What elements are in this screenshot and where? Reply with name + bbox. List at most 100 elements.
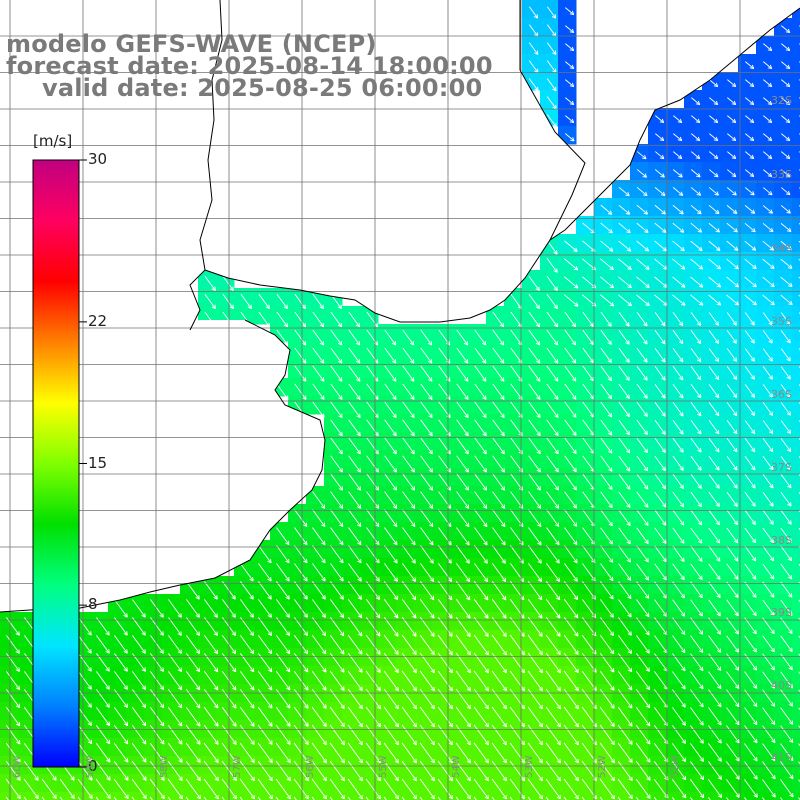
latitude-label: 39S bbox=[771, 606, 792, 619]
longitude-label: 57W bbox=[232, 755, 243, 778]
wind-arrow bbox=[294, 347, 307, 364]
wind-arrow bbox=[312, 365, 325, 382]
wind-arrow bbox=[691, 151, 701, 160]
wind-arrow bbox=[204, 311, 217, 328]
latitude-label: 38S bbox=[771, 534, 792, 547]
wind-arrow bbox=[563, 276, 579, 289]
wind-arrow bbox=[546, 78, 557, 92]
wind-arrow bbox=[726, 384, 738, 398]
wind-arrow bbox=[780, 223, 792, 233]
wind-arrow bbox=[636, 258, 650, 270]
wind-arrow bbox=[384, 329, 397, 346]
wind-cell bbox=[792, 558, 800, 577]
wind-arrow bbox=[672, 258, 686, 270]
wind-arrow bbox=[708, 276, 722, 288]
wind-arrow bbox=[330, 329, 343, 346]
wind-arrow bbox=[258, 311, 271, 328]
wind-arrow bbox=[744, 348, 755, 362]
wind-arrow bbox=[781, 133, 791, 142]
wind-cell bbox=[378, 792, 397, 800]
wind-arrow bbox=[709, 79, 719, 88]
longitude-label: 56W bbox=[305, 755, 316, 778]
wind-arrow bbox=[763, 169, 773, 178]
wind-cell bbox=[324, 792, 343, 800]
wind-arrow bbox=[780, 276, 793, 287]
wind-arrow bbox=[726, 312, 737, 326]
wind-arrow bbox=[563, 294, 579, 307]
land-polygon bbox=[550, 0, 800, 240]
wind-arrow bbox=[546, 6, 557, 19]
wind-cell bbox=[792, 666, 800, 685]
wind-arrow bbox=[762, 312, 773, 326]
wind-cell bbox=[792, 180, 800, 199]
latitude-label: 36S bbox=[771, 388, 792, 401]
wind-arrow bbox=[564, 329, 577, 346]
wind-arrow bbox=[366, 311, 379, 328]
wind-arrow bbox=[763, 133, 773, 142]
wind-arrow bbox=[600, 383, 613, 400]
wind-cell bbox=[792, 252, 800, 271]
wind-arrow bbox=[582, 311, 594, 327]
wind-arrow bbox=[708, 169, 719, 178]
wind-arrow bbox=[474, 365, 487, 382]
wind-cell bbox=[612, 792, 631, 800]
wind-arrow bbox=[709, 97, 719, 106]
wind-arrow bbox=[636, 276, 650, 288]
wind-cell bbox=[792, 72, 800, 91]
wind-arrow bbox=[727, 97, 737, 106]
wind-arrow bbox=[708, 330, 720, 344]
wind-cell bbox=[792, 486, 800, 505]
wind-arrow bbox=[420, 365, 433, 382]
wind-arrow bbox=[636, 222, 649, 234]
wind-cell bbox=[792, 288, 800, 307]
wind-arrow bbox=[744, 258, 757, 270]
wind-arrow bbox=[727, 115, 737, 124]
wind-arrow bbox=[690, 348, 702, 363]
wind-arrow bbox=[672, 240, 685, 252]
colorbar-tick-label: 15 bbox=[88, 453, 108, 472]
wind-arrow bbox=[276, 293, 288, 310]
wind-arrow bbox=[204, 293, 216, 310]
longitude-label: 59W bbox=[85, 755, 96, 778]
wind-arrow bbox=[618, 276, 632, 289]
wind-arrow bbox=[402, 365, 415, 382]
wind-arrow bbox=[546, 365, 559, 382]
wind-cell bbox=[792, 468, 800, 487]
wind-arrow bbox=[420, 383, 433, 400]
wind-arrow bbox=[528, 329, 541, 346]
latitude-label: 37S bbox=[771, 461, 792, 474]
wind-arrow bbox=[745, 79, 755, 88]
wind-cell bbox=[792, 702, 800, 721]
wind-arrow bbox=[474, 329, 487, 346]
wind-arrow bbox=[312, 347, 325, 364]
wind-arrow bbox=[348, 329, 361, 346]
wind-arrow bbox=[690, 384, 702, 399]
wind-arrow bbox=[222, 311, 235, 328]
wind-arrow bbox=[618, 258, 632, 270]
wind-arrow bbox=[204, 275, 216, 291]
wind-arrow bbox=[690, 312, 702, 326]
wind-cell bbox=[792, 306, 800, 325]
wind-arrow bbox=[762, 205, 773, 214]
wind-arrow bbox=[745, 61, 755, 70]
wind-arrow bbox=[780, 330, 791, 344]
wind-cell bbox=[738, 792, 757, 800]
latitude-label: 33S bbox=[771, 168, 792, 181]
wind-cell bbox=[792, 540, 800, 559]
wind-cell bbox=[540, 792, 559, 800]
wind-arrow bbox=[600, 222, 613, 234]
wind-arrow bbox=[745, 115, 755, 124]
wind-arrow bbox=[744, 384, 756, 398]
wind-arrow bbox=[672, 222, 685, 233]
wind-arrow bbox=[330, 311, 343, 328]
latitude-label: 32S bbox=[771, 94, 792, 107]
wind-arrow bbox=[492, 329, 505, 346]
wind-arrow bbox=[780, 312, 791, 326]
wind-arrow bbox=[673, 151, 683, 160]
wind-arrow bbox=[708, 222, 720, 233]
wind-arrow bbox=[727, 151, 737, 160]
wind-arrow bbox=[546, 293, 558, 310]
longitude-label: 54W bbox=[451, 755, 462, 778]
wind-arrow bbox=[708, 348, 720, 362]
colorbar bbox=[32, 159, 80, 768]
